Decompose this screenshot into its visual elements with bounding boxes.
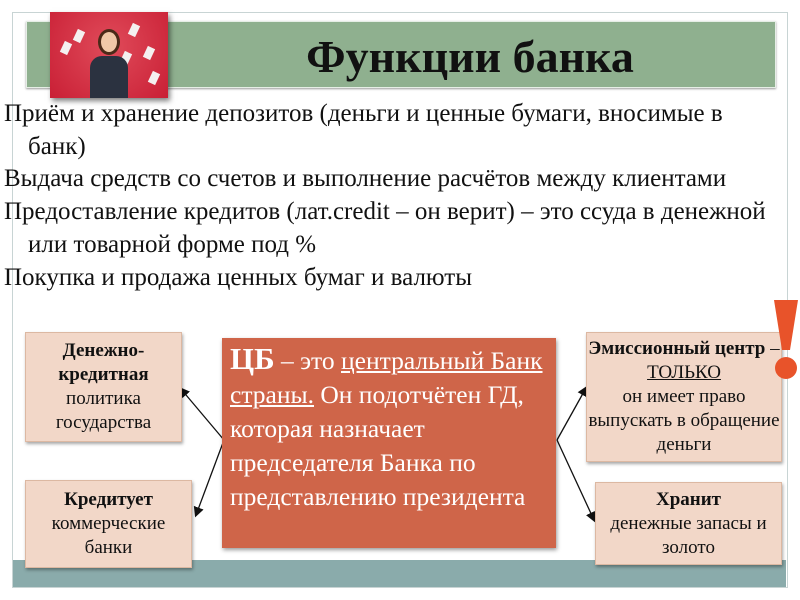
commercial-credit-box: Кредитует коммерческие банки xyxy=(25,480,192,568)
list-item: Выдача средств со счетов и выполнение ра… xyxy=(4,165,727,193)
list-item: Покупка и продажа ценных бумаг и валюты xyxy=(4,263,472,291)
emission-center-box: Эмиссионный центр – ТОЛЬКО он имеет прав… xyxy=(586,332,782,462)
reserves-box: Хранит денежные запасы и золото xyxy=(595,482,782,565)
list-item: Предоставление кредитов (лат.credit – он… xyxy=(4,198,766,258)
exclamation-icon xyxy=(774,300,798,379)
list-item: Приём и хранение депозитов (деньги и цен… xyxy=(4,100,723,160)
bullet-list: Приём и хранение депозитов (деньги и цен… xyxy=(4,98,774,294)
monetary-policy-box: Денежно-кредитная политика государства xyxy=(25,332,182,442)
slide-title: Функции банка xyxy=(306,31,634,82)
woman-with-money-image xyxy=(50,12,168,98)
central-bank-box: ЦБ – это центральный Банк страны. Он под… xyxy=(222,338,556,548)
